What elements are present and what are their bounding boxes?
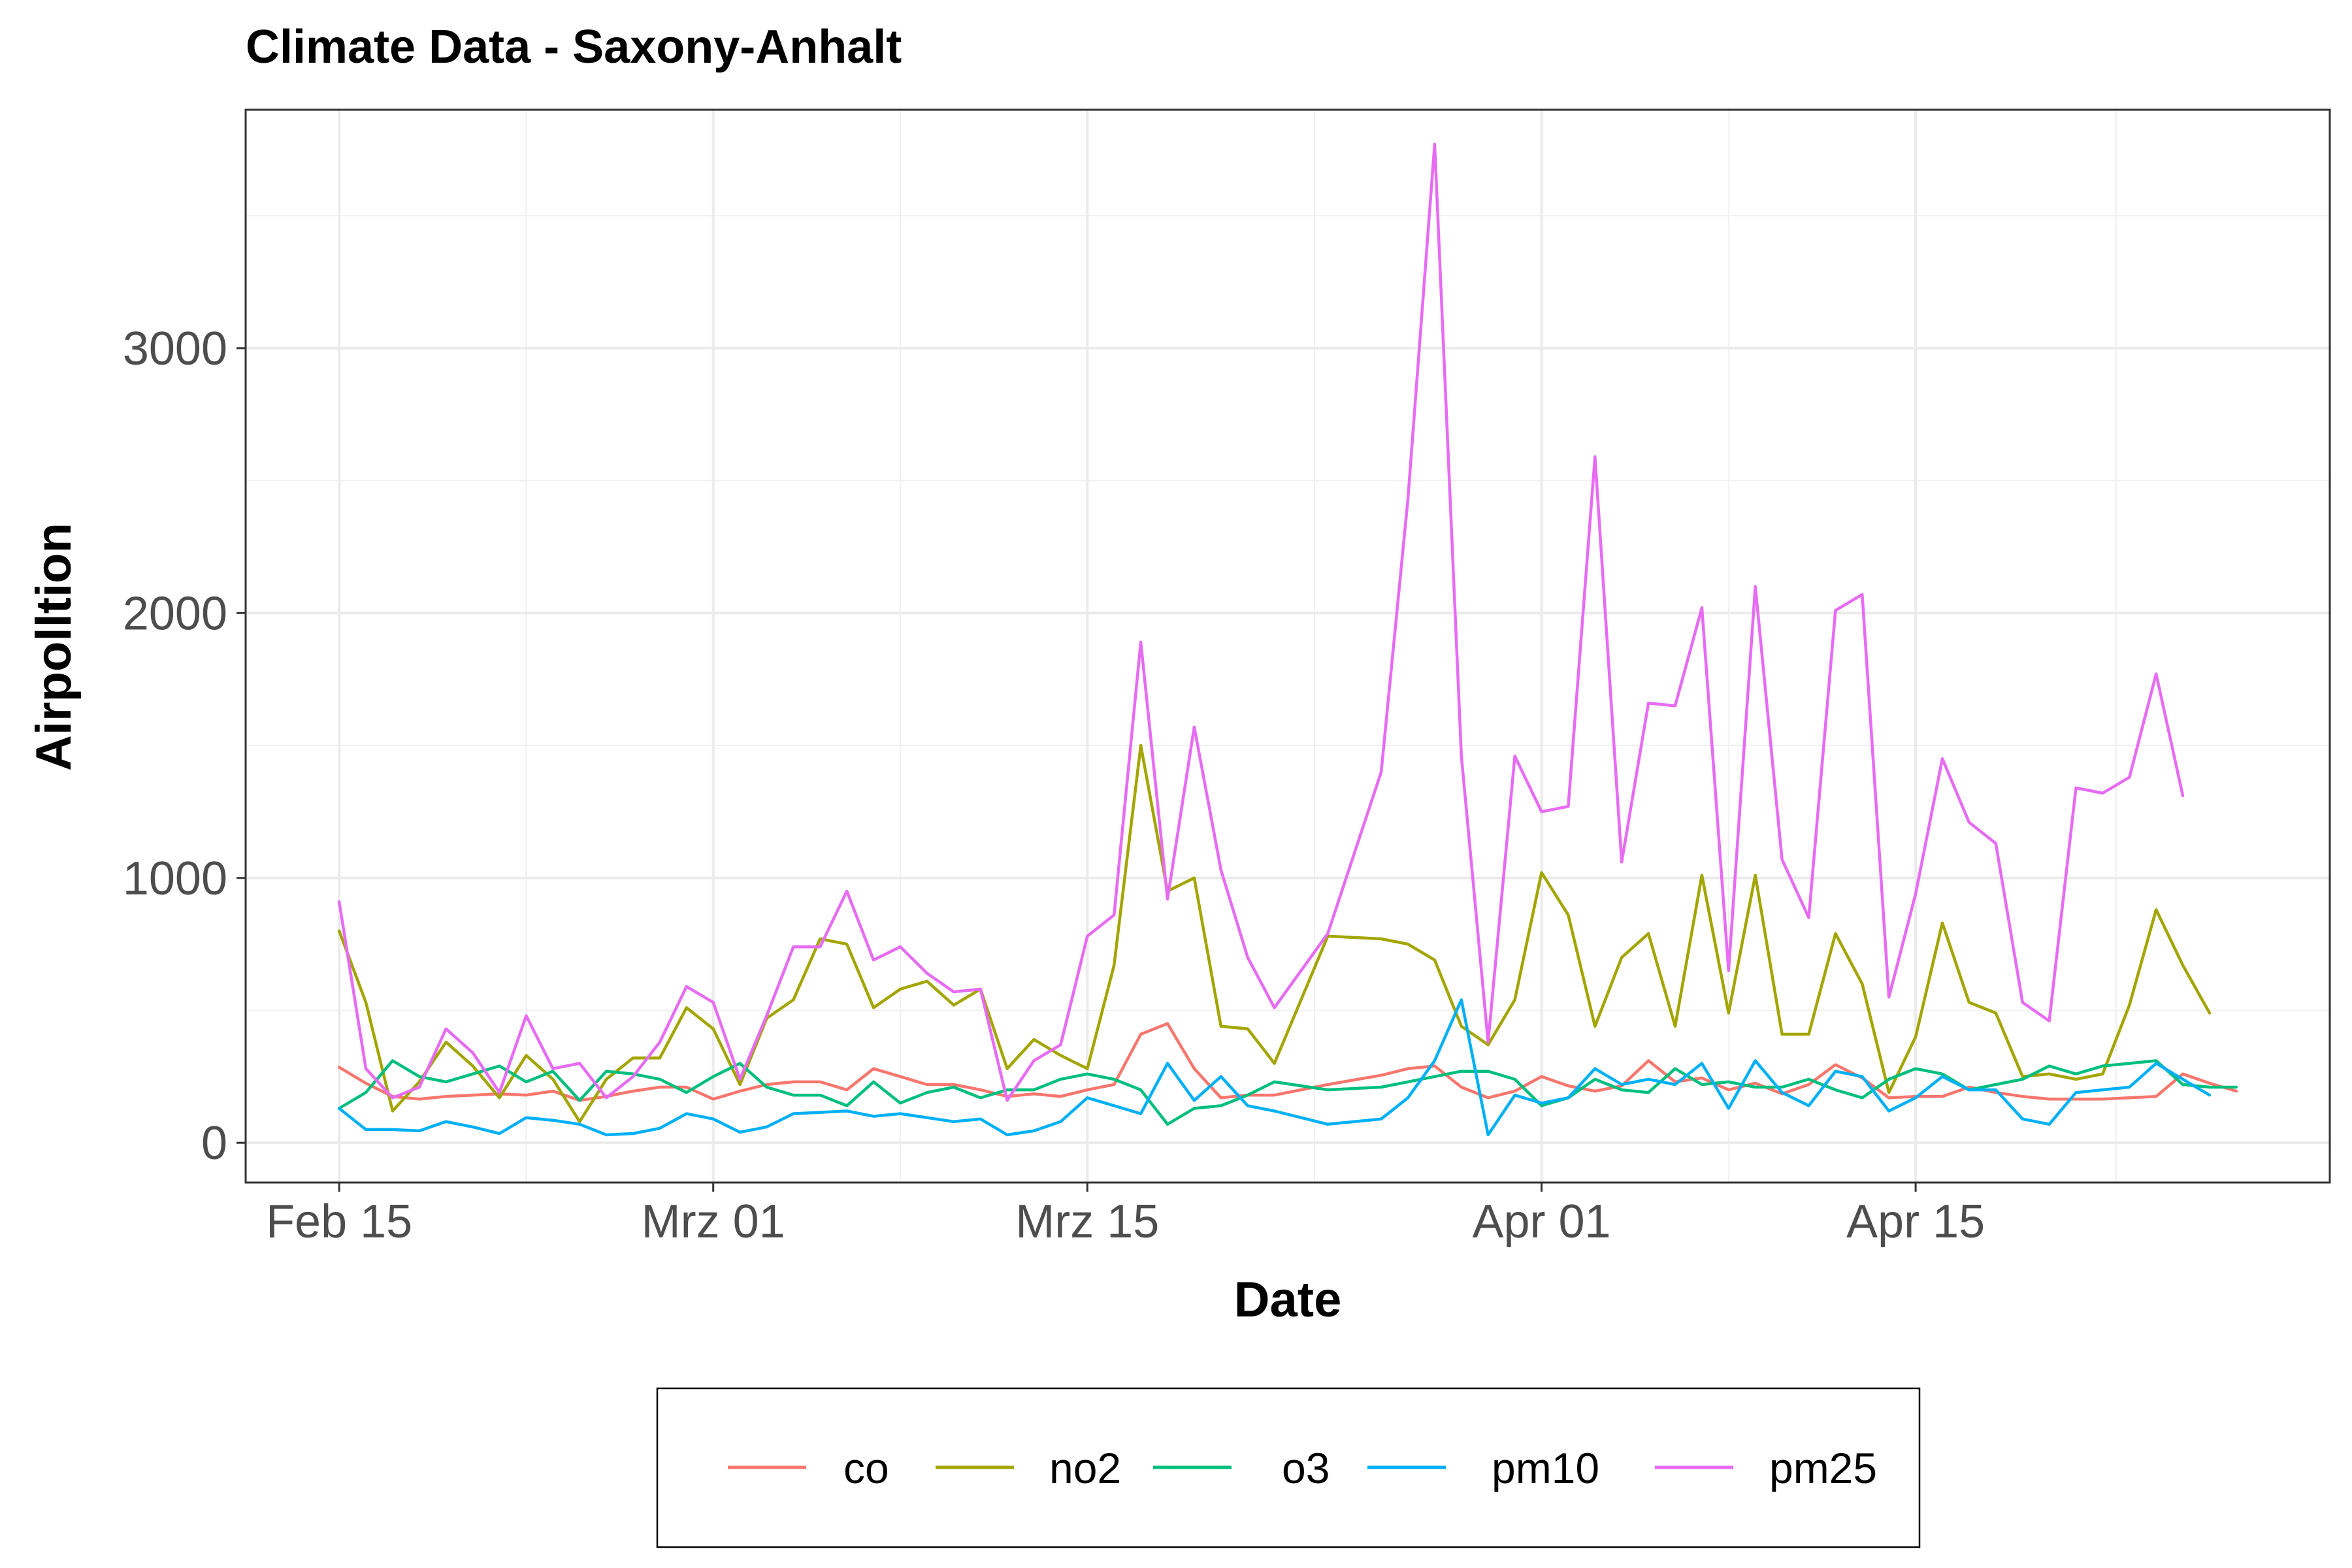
x-tick-label: Apr 01	[1472, 1196, 1610, 1248]
x-tick-label: Mrz 15	[1015, 1196, 1159, 1248]
series-line-co	[337, 1022, 2238, 1102]
legend: co no2 o3 pm10 pm25	[656, 1387, 1921, 1548]
plot-panel-border	[244, 108, 2331, 1184]
series-line-o3	[337, 1059, 2238, 1126]
x-tick-label: Mrz 01	[642, 1196, 785, 1248]
series-lines	[337, 142, 2238, 1137]
minor-gridlines	[246, 110, 2330, 1183]
plot-panel-background	[246, 110, 2330, 1183]
plot-area	[244, 108, 2331, 1184]
legend-label-o3: o3	[1282, 1444, 1330, 1492]
series-line-no2	[337, 743, 2212, 1124]
legend-label-co: co	[843, 1444, 889, 1492]
legend-items: co no2 o3 pm10 pm25	[728, 1444, 1877, 1492]
x-axis-title: Date	[1234, 1272, 1342, 1328]
x-axis: Feb 15 Mrz 01 Mrz 15 Apr 01 Apr 15	[266, 1183, 1985, 1248]
legend-label-pm25: pm25	[1769, 1444, 1877, 1492]
y-axis: 0 1000 2000 3000	[123, 323, 246, 1169]
x-tick-label: Feb 15	[266, 1196, 412, 1248]
x-tick-label: Apr 15	[1846, 1196, 1985, 1248]
series-line-pm25	[337, 142, 2185, 1102]
y-tick-label: 0	[201, 1117, 227, 1169]
y-axis-title: Airpolltion	[26, 523, 82, 771]
series-line-pm10	[337, 998, 2212, 1137]
y-tick-label: 1000	[123, 853, 227, 905]
chart-title: Climate Data - Saxony-Anhalt	[246, 21, 902, 73]
y-tick-label: 2000	[123, 587, 227, 640]
legend-label-pm10: pm10	[1492, 1444, 1599, 1492]
y-tick-label: 3000	[123, 323, 227, 375]
legend-label-no2: no2	[1049, 1444, 1121, 1492]
